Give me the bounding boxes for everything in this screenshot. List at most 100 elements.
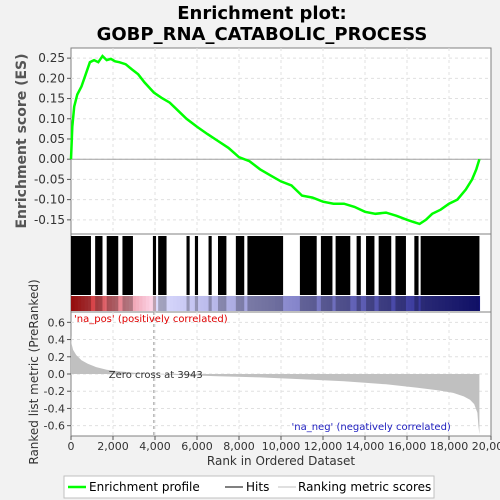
metric-x-ticks: 0 2,000 4,000 6,000 8,000 10,000 12,000 14,000 1…: [68, 436, 500, 453]
rank-gradient-cell: [115, 296, 120, 311]
rank-gradient-cell: [254, 296, 259, 311]
es-y-tick-label: 0.05: [38, 132, 65, 146]
zero-cross-label: Zero cross at 3943: [109, 370, 203, 381]
x-tick-label: 8,000: [223, 440, 255, 453]
metric-y-tick-label: 0.4: [48, 334, 66, 347]
es-gridlines: [71, 48, 491, 234]
rank-gradient-cell: [322, 296, 327, 311]
legend-metric-label: Ranking metric scores: [298, 480, 431, 494]
rank-gradient-cell: [108, 296, 113, 311]
rank-gradient-cell: [111, 296, 116, 311]
rank-gradient-cell: [247, 296, 252, 311]
hit-bar: [414, 236, 419, 295]
rank-gradient-cell: [312, 296, 317, 311]
rank-gradient-cell: [465, 296, 470, 311]
hit-overlay: [95, 296, 103, 311]
rank-gradient-cell: [333, 296, 338, 311]
rank-gradient-cell: [118, 296, 123, 311]
hit-bar: [320, 236, 333, 295]
rank-gradient-cell: [435, 296, 440, 311]
hit-overlay: [235, 296, 245, 311]
rank-gradient-cell: [350, 296, 355, 311]
rank-gradient-cell: [476, 296, 481, 311]
rank-gradient-cell: [176, 296, 181, 311]
rank-gradient-cell: [448, 296, 453, 311]
rank-gradient-cell: [438, 296, 443, 311]
rank-gradient-cell: [356, 296, 361, 311]
hit-overlay: [158, 296, 167, 311]
metric-y-ticks: 0.6 0.4 0.2 0.0 -0.2 -0.4 -0.6: [44, 316, 71, 433]
hit-overlay: [152, 296, 157, 311]
rank-gradient-cell: [404, 296, 409, 311]
rank-gradient-cell: [203, 296, 208, 311]
rank-gradient-cell: [179, 296, 184, 311]
rank-gradient-cell: [213, 296, 218, 311]
rank-gradient-cell: [343, 296, 348, 311]
rank-gradient-cell: [139, 296, 144, 311]
rank-gradient-cell: [224, 296, 229, 311]
hit-overlay: [299, 296, 317, 311]
rank-gradient-cell: [424, 296, 429, 311]
hit-bar: [208, 236, 212, 295]
rank-gradient-cell: [196, 296, 201, 311]
rank-gradient-cell: [455, 296, 460, 311]
rank-gradient-cell: [74, 296, 79, 311]
rank-gradient-cell: [105, 296, 110, 311]
hit-overlay: [414, 296, 419, 311]
rank-gradient-cell: [326, 296, 331, 311]
rank-gradient-cell: [162, 296, 167, 311]
rank-gradient-cell: [428, 296, 433, 311]
rank-gradient-cell: [149, 296, 154, 311]
x-tick-label: 20,000: [472, 440, 500, 453]
rank-gradient-cell: [384, 296, 389, 311]
rank-gradient-cell: [469, 296, 474, 311]
hit-overlay: [106, 296, 119, 311]
hit-overlay: [378, 296, 392, 311]
es-y-axis-label: Enrichment score (ES): [14, 53, 30, 228]
rank-gradient-cell: [101, 296, 106, 311]
hit-bar: [122, 236, 133, 295]
hit-overlay: [194, 296, 199, 311]
rank-gradient-cell: [367, 296, 372, 311]
rank-gradient-cell: [207, 296, 212, 311]
rank-gradient-cell: [472, 296, 477, 311]
x-tick-label: 6,000: [181, 440, 213, 453]
hit-bar: [95, 236, 103, 295]
rank-gradient-cell: [98, 296, 103, 311]
hit-overlay: [366, 296, 375, 311]
es-y-tick-label: 0.10: [38, 112, 65, 126]
es-y-tick-label: 0.00: [38, 152, 65, 166]
es-y-tick-label: -0.15: [34, 213, 65, 227]
hit-bar: [395, 236, 406, 295]
metric-x-axis-label: Rank in Ordered Dataset: [207, 454, 355, 468]
hit-overlay: [247, 296, 284, 311]
chart-subtitle: GOBP_RNA_CATABOLIC_PROCESS: [97, 24, 428, 45]
x-tick-label: 0: [68, 440, 75, 453]
rank-gradient-cell: [305, 296, 310, 311]
rank-gradient-cell: [380, 296, 385, 311]
rank-gradient-cell: [462, 296, 467, 311]
hit-bar: [194, 236, 199, 295]
metric-y-tick-label: 0.0: [48, 368, 66, 381]
es-y-tick-label: 0.25: [38, 51, 65, 65]
rank-gradient-cell: [84, 296, 89, 311]
rank-gradient-cell: [122, 296, 127, 311]
hit-bar: [235, 236, 245, 295]
rank-gradient-cell: [251, 296, 256, 311]
rank-gradient-cell: [271, 296, 276, 311]
rank-gradient-cell: [401, 296, 406, 311]
rank-gradient-cell: [94, 296, 99, 311]
rank-gradient-cell: [459, 296, 464, 311]
rank-gradient-cell: [234, 296, 239, 311]
es-panel: 0.250.200.150.100.050.00-0.05-0.10-0.15 …: [14, 47, 492, 235]
rank-gradient-cell: [217, 296, 222, 311]
rank-gradient-cell: [125, 296, 130, 311]
hit-overlay: [420, 296, 480, 311]
rank-gradient-cell: [244, 296, 249, 311]
rank-gradient-cell: [414, 296, 419, 311]
negative-correlation-label: 'na_neg' (negatively correlated): [292, 422, 451, 433]
rank-gradient-cell: [156, 296, 161, 311]
es-y-tick-label: -0.10: [34, 193, 65, 207]
rank-gradient-cell: [88, 296, 93, 311]
rank-gradient-cell: [132, 296, 137, 311]
